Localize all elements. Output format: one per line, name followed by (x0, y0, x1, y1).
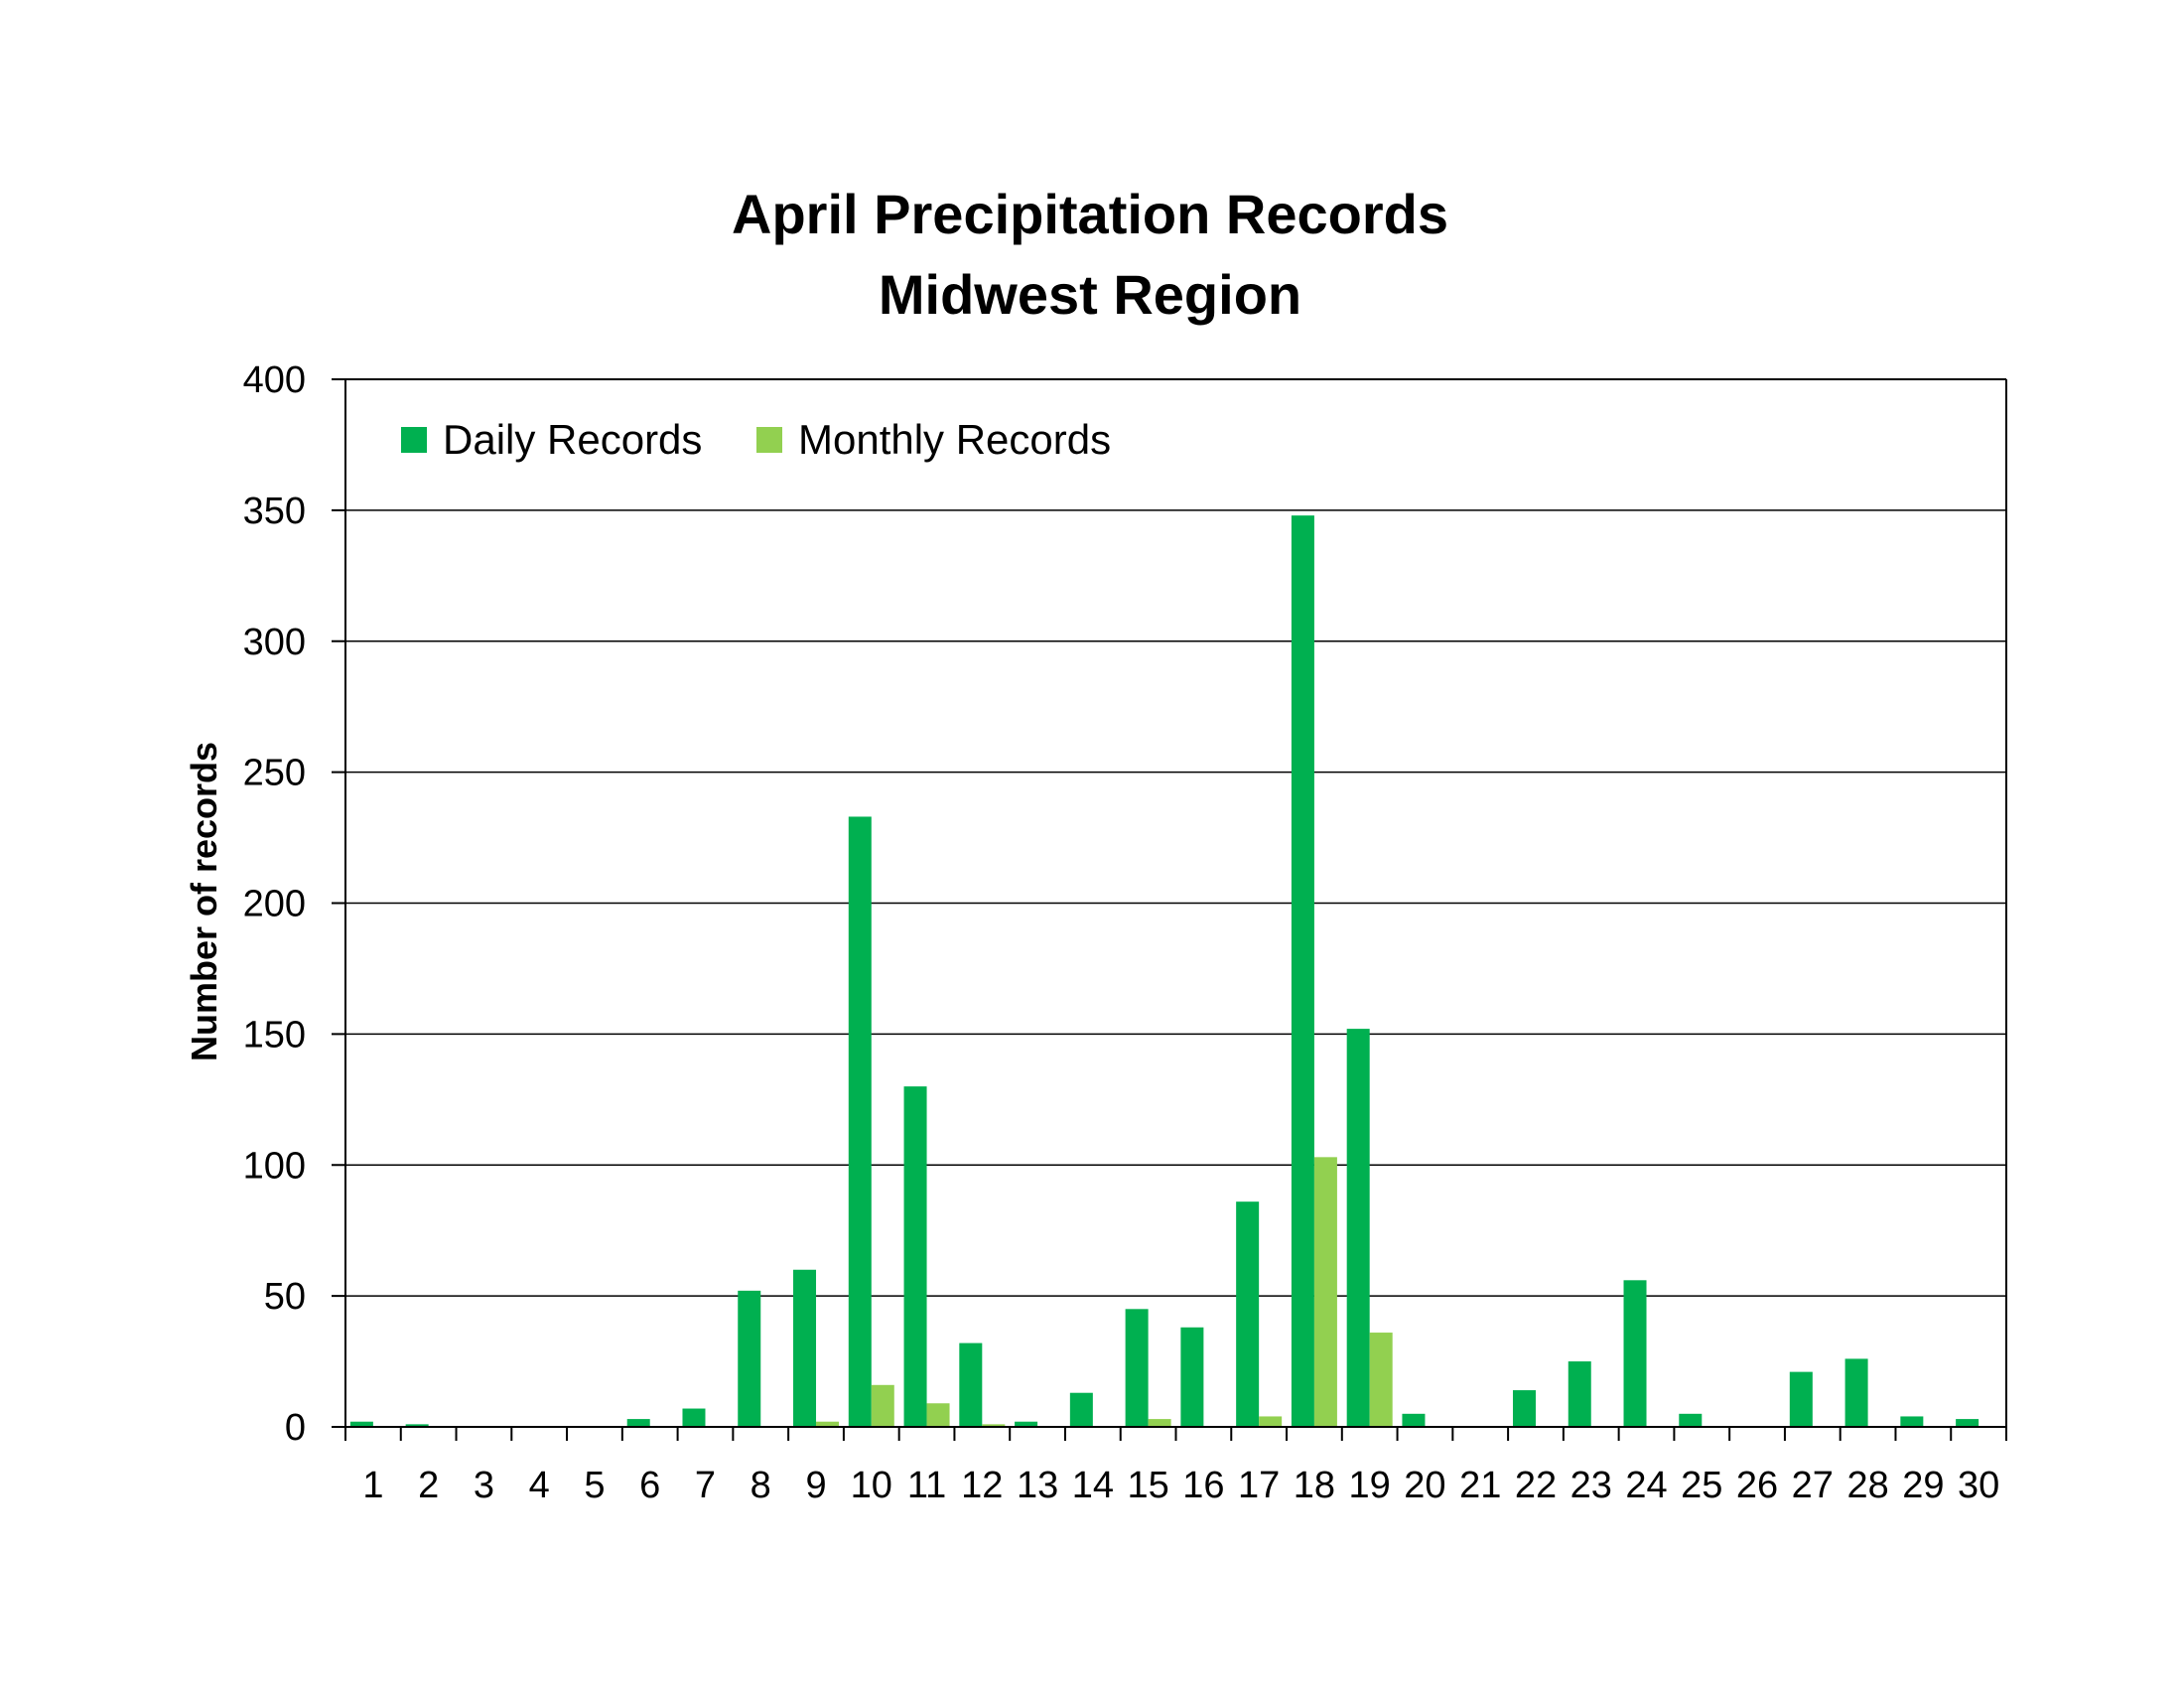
legend-label-monthly: Monthly Records (798, 416, 1111, 463)
legend-label-daily: Daily Records (443, 416, 702, 463)
bar-daily-15 (1125, 1309, 1149, 1427)
x-tick-label-28: 28 (1846, 1465, 1888, 1506)
bar-daily-1 (349, 1421, 373, 1427)
x-tick-label-14: 14 (1072, 1465, 1114, 1506)
x-tick-label-23: 23 (1570, 1465, 1612, 1506)
bar-daily-6 (626, 1419, 650, 1427)
x-tick-label-4: 4 (529, 1465, 550, 1506)
gridlines (345, 378, 2006, 1297)
bar-daily-25 (1679, 1413, 1703, 1427)
x-tick-label-5: 5 (584, 1465, 605, 1506)
x-tick-label-20: 20 (1404, 1465, 1445, 1506)
x-tick-label-16: 16 (1182, 1465, 1224, 1506)
x-tick-label-9: 9 (805, 1465, 826, 1506)
bar-monthly-17 (1259, 1416, 1283, 1427)
bar-daily-22 (1512, 1390, 1536, 1427)
bar-daily-24 (1623, 1280, 1647, 1427)
legend-swatch-daily (401, 427, 427, 453)
bar-monthly-12 (982, 1424, 1006, 1427)
bar-daily-12 (959, 1342, 983, 1427)
x-tick-labels: 1 2 3 4 5 6 7 8 9 10 11 12 13 14 15 16 17 18 19 20 21 22 23 24 2… (362, 1465, 1999, 1506)
bar-daily-11 (903, 1086, 927, 1427)
y-tick-label-400: 400 (243, 359, 306, 401)
x-tick-label-27: 27 (1792, 1465, 1834, 1506)
y-tick-label-150: 150 (243, 1014, 306, 1056)
x-tick-label-25: 25 (1681, 1465, 1722, 1506)
y-tick-labels: 0 50 100 150 200 250 300 350 400 (243, 359, 306, 1449)
x-tick-label-26: 26 (1736, 1465, 1778, 1506)
x-tick-label-7: 7 (695, 1465, 716, 1506)
bar-daily-7 (682, 1408, 706, 1427)
x-tick-label-6: 6 (639, 1465, 660, 1506)
bar-monthly-9 (816, 1421, 840, 1427)
bar-monthly-15 (1148, 1419, 1171, 1427)
chart-title-line-2: Midwest Region (879, 263, 1301, 326)
bar-daily-27 (1789, 1371, 1813, 1427)
y-tick-label-350: 350 (243, 491, 306, 532)
axes (332, 378, 2007, 1441)
bar-daily-8 (738, 1290, 761, 1427)
x-tick-label-1: 1 (362, 1465, 383, 1506)
bar-monthly-10 (871, 1384, 894, 1427)
bar-daily-16 (1180, 1327, 1204, 1427)
x-tick-label-8: 8 (751, 1465, 771, 1506)
bar-daily-14 (1069, 1392, 1093, 1427)
bar-daily-20 (1402, 1413, 1426, 1427)
legend: Daily Records Monthly Records (401, 416, 1111, 463)
y-tick-label-200: 200 (243, 884, 306, 925)
bar-monthly-18 (1313, 1157, 1337, 1427)
y-tick-label-250: 250 (243, 753, 306, 794)
x-tick-label-11: 11 (907, 1465, 946, 1506)
x-tick-label-18: 18 (1294, 1465, 1335, 1506)
bar-daily-23 (1568, 1361, 1591, 1427)
bar-daily-2 (405, 1424, 429, 1427)
bar-daily-9 (793, 1269, 817, 1427)
x-tick-label-13: 13 (1017, 1465, 1058, 1506)
bar-daily-10 (848, 816, 872, 1427)
y-tick-label-50: 50 (264, 1276, 306, 1318)
x-tick-label-12: 12 (961, 1465, 1003, 1506)
chart-title-line-1: April Precipitation Records (732, 183, 1448, 245)
y-tick-label-100: 100 (243, 1145, 306, 1187)
bar-daily-19 (1346, 1029, 1370, 1427)
bar-daily-30 (1956, 1419, 1979, 1427)
x-tick-label-15: 15 (1127, 1465, 1168, 1506)
y-tick-label-0: 0 (285, 1407, 306, 1449)
bar-daily-13 (1015, 1421, 1038, 1427)
bar-monthly-11 (926, 1403, 950, 1427)
bar-daily-17 (1236, 1201, 1260, 1427)
x-tick-label-17: 17 (1238, 1465, 1280, 1506)
x-tick-label-21: 21 (1459, 1465, 1501, 1506)
bar-daily-28 (1844, 1358, 1868, 1427)
bar-daily-29 (1900, 1416, 1924, 1427)
x-tick-label-30: 30 (1958, 1465, 1999, 1506)
y-tick-label-300: 300 (243, 622, 306, 663)
x-tick-label-3: 3 (474, 1465, 494, 1506)
x-tick-label-19: 19 (1349, 1465, 1391, 1506)
legend-swatch-monthly (756, 427, 782, 453)
bars (349, 515, 1979, 1427)
x-tick-label-10: 10 (851, 1465, 892, 1506)
bar-monthly-19 (1369, 1333, 1393, 1427)
x-tick-label-29: 29 (1902, 1465, 1944, 1506)
bar-daily-18 (1291, 515, 1314, 1427)
x-tick-label-22: 22 (1515, 1465, 1557, 1506)
x-tick-label-2: 2 (418, 1465, 439, 1506)
y-axis-title: Number of records (184, 742, 224, 1061)
x-tick-label-24: 24 (1625, 1465, 1667, 1506)
